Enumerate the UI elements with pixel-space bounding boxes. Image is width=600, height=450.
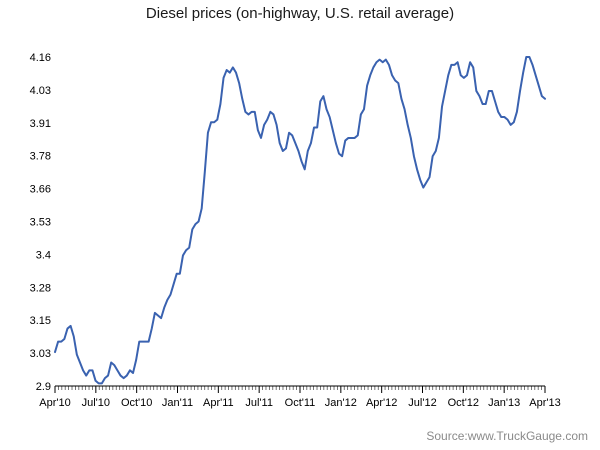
y-tick-label: 3.91 (30, 118, 51, 130)
y-tick-label: 4.03 (30, 85, 51, 97)
y-tick-label: 3.66 (30, 184, 51, 196)
x-tick-label: Apr'11 (203, 397, 234, 409)
x-tick-label: Apr'13 (529, 397, 560, 409)
x-tick-label: Jan'13 (488, 397, 520, 409)
x-tick-label: Jul'10 (82, 397, 110, 409)
x-tick-label: Jul'12 (408, 397, 436, 409)
x-tick-label: Jan'11 (162, 397, 193, 409)
y-tick-label: 3.28 (30, 282, 51, 294)
x-tick-label: Jul'11 (245, 397, 273, 409)
y-tick-label: 3.03 (30, 348, 51, 360)
y-tick-label: 2.9 (36, 381, 51, 393)
x-tick-label: Oct'11 (285, 397, 316, 409)
y-tick-label: 3.78 (30, 151, 51, 163)
x-tick-label: Jan'12 (325, 397, 357, 409)
chart-title: Diesel prices (on-highway, U.S. retail a… (145, 5, 455, 22)
y-tick-label: 3.53 (30, 217, 51, 229)
y-axis-ticks: 2.9 3.03 3.15 3.28 3.4 3.53 3.66 3.78 3.91 4.03 4.… (30, 52, 51, 393)
x-tick-label: Oct'12 (448, 397, 479, 409)
x-tick-label: Oct'10 (121, 397, 152, 409)
y-tick-label: 4.16 (30, 52, 51, 64)
y-tick-label: 3.4 (36, 249, 51, 261)
y-tick-label: 3.15 (30, 315, 51, 327)
x-tick-label: Apr'12 (366, 397, 397, 409)
x-axis-ticks: Apr'10 Jul'10 Oct'10 Jan'11 Apr'11 Jul'11 Oct'… (39, 386, 561, 409)
x-tick-label: Apr'10 (39, 397, 70, 409)
series-line-diesel-price (54, 56, 546, 385)
source-note: Source:www.TruckGauge.com (426, 429, 588, 443)
